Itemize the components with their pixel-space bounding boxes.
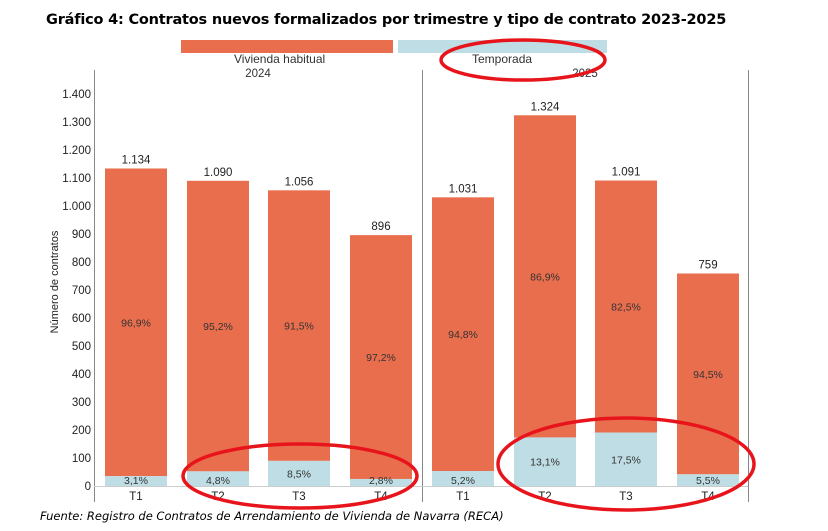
bar-temporada-2025-T3 — [595, 432, 657, 486]
axes: 0 100 200 300 400 500 600 700 800 900 1.000 1.100 1.… — [49, 68, 749, 502]
y-tick-label: 400 — [72, 369, 91, 381]
y-tick-label: 1.100 — [62, 173, 91, 185]
bar-vivienda-habitual-2025-T4 — [677, 273, 739, 475]
bar-vivienda-habitual-2024-T4 — [350, 235, 412, 479]
vivienda-habitual-pct-label: 86,9% — [530, 271, 560, 283]
y-tick-label: 1.000 — [62, 201, 91, 213]
total-label: 1.324 — [531, 101, 560, 113]
total-label: 1.031 — [449, 183, 478, 195]
bar-temporada-2024-T4 — [350, 478, 412, 486]
total-label: 1.090 — [204, 167, 233, 179]
y-tick-label: 600 — [72, 313, 91, 325]
y-tick-label: 200 — [72, 425, 91, 437]
annotation-ellipse-2025 — [496, 416, 756, 512]
vivienda-habitual-pct-label: 96,9% — [121, 317, 151, 329]
y-tick-label: 1.300 — [62, 117, 91, 129]
labels: 1.13496,9%3,1%T11.09095,2%4,8%T21.05691,… — [121, 101, 723, 503]
temporada-pct-label: 3,1% — [124, 475, 148, 487]
temporada-pct-label: 17,5% — [611, 454, 641, 466]
y-tick-label: 300 — [72, 397, 91, 409]
y-tick-label: 100 — [72, 453, 91, 465]
vivienda-habitual-pct-label: 94,5% — [693, 369, 723, 381]
vivienda-habitual-pct-label: 94,8% — [448, 329, 478, 341]
temporada-pct-label: 4,8% — [206, 475, 230, 487]
bars — [105, 115, 739, 486]
bar-temporada-2025-T1 — [432, 470, 494, 486]
bar-temporada-2024-T1 — [105, 476, 167, 486]
bar-temporada-2024-T2 — [187, 471, 249, 486]
temporada-pct-label: 13,1% — [530, 457, 560, 469]
total-label: 1.056 — [285, 176, 314, 188]
bar-vivienda-habitual-2024-T3 — [268, 190, 330, 461]
y-tick-label: 0 — [85, 481, 91, 493]
chart-title: Gráfico 4: Contratos nuevos formalizados… — [46, 12, 727, 28]
vivienda-habitual-pct-label: 95,2% — [203, 321, 233, 333]
x-tick-label: T1 — [456, 491, 469, 503]
x-tick-label: T3 — [292, 491, 305, 503]
annotation-ellipse-2024 — [181, 442, 419, 510]
bar-temporada-2025-T2 — [514, 437, 576, 486]
total-label: 759 — [698, 259, 717, 271]
y-tick-label: 800 — [72, 257, 91, 269]
temporada-pct-label: 8,5% — [287, 468, 311, 480]
y-tick-label: 1.400 — [62, 89, 91, 101]
bar-vivienda-habitual-2024-T2 — [187, 180, 249, 472]
total-label: 1.091 — [612, 167, 641, 179]
y-tick-label: 500 — [72, 341, 91, 353]
y-axis-title: Número de contratos — [49, 230, 61, 333]
y-tick-label: 900 — [72, 229, 91, 241]
year-label-2024: 2024 — [245, 68, 271, 80]
annotation-ellipse-legend — [439, 38, 607, 82]
vivienda-habitual-pct-label: 91,5% — [284, 321, 314, 333]
vivienda-habitual-pct-label: 82,5% — [611, 302, 641, 314]
legend-label-vivienda-habitual: Vivienda habitual — [234, 52, 326, 66]
bar-temporada-2025-T4 — [677, 474, 739, 486]
y-tick-label: 700 — [72, 285, 91, 297]
bar-vivienda-habitual-2025-T1 — [432, 197, 494, 471]
legend-label-temporada: Temporada — [472, 52, 533, 66]
legend-swatch-vivienda-habitual — [181, 40, 393, 53]
total-label: 896 — [371, 221, 390, 233]
source-note: Fuente: Registro de Contratos de Arrenda… — [40, 509, 504, 523]
x-tick-label: T1 — [129, 491, 142, 503]
total-label: 1.134 — [122, 154, 151, 166]
temporada-pct-label: 5,5% — [696, 475, 720, 487]
bar-temporada-2024-T3 — [268, 460, 330, 486]
temporada-pct-label: 2,8% — [369, 475, 393, 487]
bar-vivienda-habitual-2025-T2 — [514, 115, 576, 438]
vivienda-habitual-pct-label: 97,2% — [366, 352, 396, 364]
bar-vivienda-habitual-2024-T1 — [105, 168, 167, 477]
temporada-pct-label: 5,2% — [451, 475, 475, 487]
x-tick-label: T3 — [619, 491, 632, 503]
annotations — [181, 38, 756, 512]
y-tick-label: 1.200 — [62, 145, 91, 157]
bar-vivienda-habitual-2025-T3 — [595, 180, 657, 433]
